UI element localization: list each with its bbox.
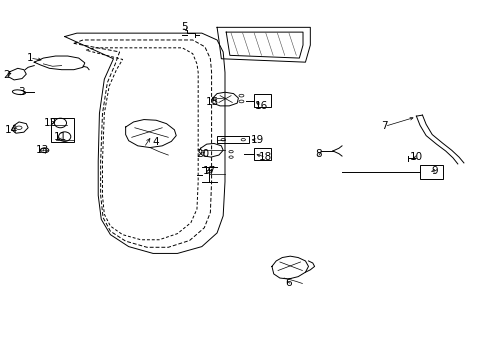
Text: 15: 15 [206,98,219,108]
Bar [419,165,442,179]
Bar [253,94,270,107]
Text: 12: 12 [44,118,57,128]
Text: 4: 4 [152,138,159,148]
Text: 20: 20 [196,149,209,159]
Text: 13: 13 [36,145,49,155]
Text: 1: 1 [26,53,33,63]
Text: 6: 6 [285,279,291,288]
Bar [253,148,270,159]
Text: 9: 9 [430,166,437,176]
Text: 10: 10 [409,152,422,162]
Text: 14: 14 [5,125,18,135]
Text: 7: 7 [381,121,387,131]
Text: 17: 17 [202,166,215,176]
Text: 16: 16 [254,101,267,111]
Text: 11: 11 [54,132,67,141]
Text: 3: 3 [18,87,25,97]
Text: 5: 5 [181,22,188,32]
Bar [217,136,248,143]
Bar [51,118,74,143]
Text: 2: 2 [3,70,10,80]
Text: 19: 19 [251,135,264,145]
Text: 18: 18 [259,152,272,162]
Text: 8: 8 [315,149,322,159]
